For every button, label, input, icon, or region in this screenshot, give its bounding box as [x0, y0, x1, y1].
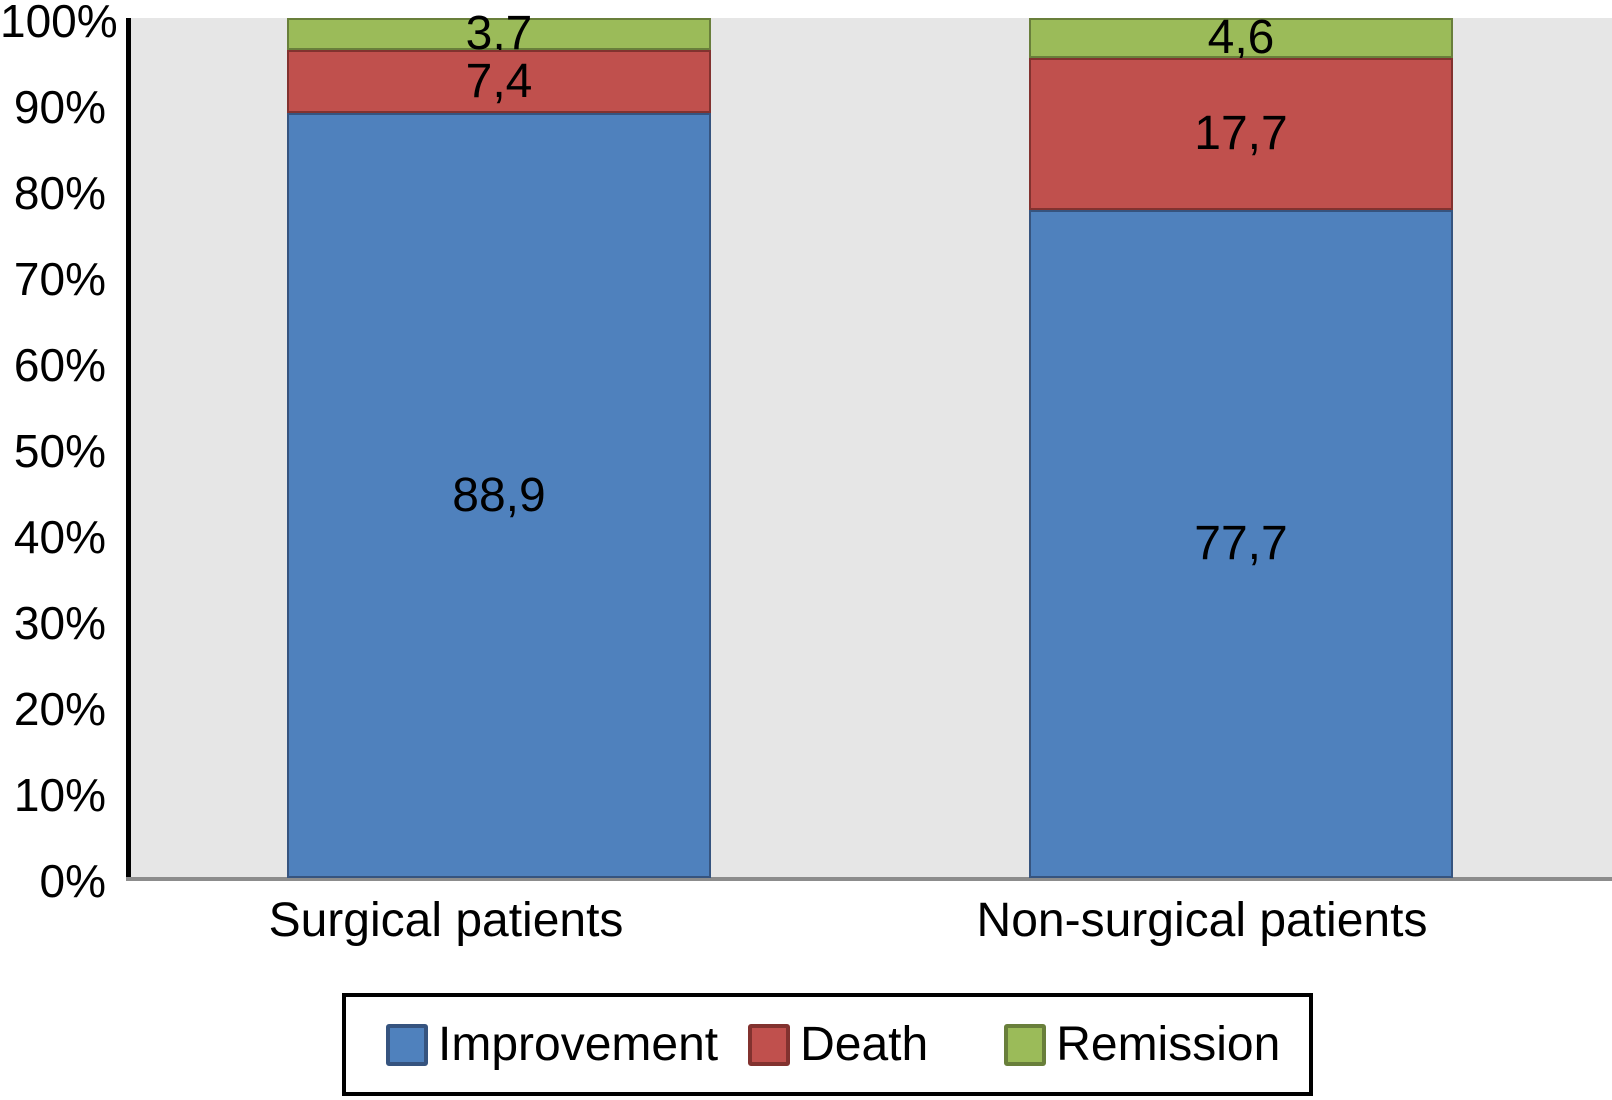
bar-surgical-patients: 3,7 7,4 88,9 [287, 9, 711, 878]
y-tick-label: 90% [13, 81, 106, 133]
x-axis-line [126, 877, 1612, 881]
legend-swatch-improvement [386, 1023, 428, 1066]
y-axis-line [126, 18, 131, 881]
segment-improvement-non-surgical-patients: 77,7 [1029, 209, 1453, 878]
y-tick-label: 30% [13, 597, 106, 649]
data-label-remission-surgical-patients: 3,7 [465, 6, 533, 60]
segment-death-non-surgical-patients: 17,7 [1029, 57, 1453, 210]
y-tick-label: 80% [13, 167, 106, 219]
y-tick-label: 70% [13, 253, 106, 305]
category-label-non-surgical-patients: Non-surgical patients [976, 894, 1428, 947]
data-label-improvement-surgical-patients: 88,9 [452, 468, 546, 522]
y-tick-label: 60% [13, 339, 106, 391]
data-label-death-surgical-patients: 7,4 [465, 54, 533, 108]
y-tick-label: 0% [39, 855, 106, 907]
segment-death-surgical-patients: 7,4 [287, 49, 711, 114]
segment-improvement-surgical-patients: 88,9 [287, 113, 711, 878]
y-tick-label: 100% [0, 0, 118, 47]
y-tick-label: 10% [13, 769, 106, 821]
legend-swatch-death [748, 1023, 791, 1066]
data-label-improvement-non-surgical-patients: 77,7 [1194, 516, 1288, 570]
legend-items: Improvement Death Remission [386, 1017, 1281, 1071]
y-tick-label: 20% [13, 683, 106, 735]
legend-item-remission: Remission [1004, 1017, 1281, 1071]
y-tick-label: 50% [13, 425, 106, 477]
legend-label-remission: Remission [1056, 1017, 1281, 1071]
legend-item-death: Death [748, 1017, 929, 1071]
y-tick-label: 40% [13, 511, 106, 563]
legend-item-improvement: Improvement [386, 1017, 719, 1071]
legend-label-death: Death [800, 1017, 929, 1071]
segment-remission-non-surgical-patients: 4,6 [1029, 13, 1453, 61]
bar-non-surgical-patients: 4,6 17,7 77,7 [1029, 13, 1453, 878]
legend: Improvement Death Remission [342, 993, 1313, 1096]
segment-remission-surgical-patients: 3,7 [287, 9, 711, 57]
data-label-death-non-surgical-patients: 17,7 [1194, 106, 1288, 160]
data-label-remission-non-surgical-patients: 4,6 [1207, 10, 1275, 64]
legend-swatch-remission [1004, 1023, 1047, 1066]
category-label-surgical-patients: Surgical patients [268, 894, 624, 947]
legend-label-improvement: Improvement [438, 1017, 719, 1071]
